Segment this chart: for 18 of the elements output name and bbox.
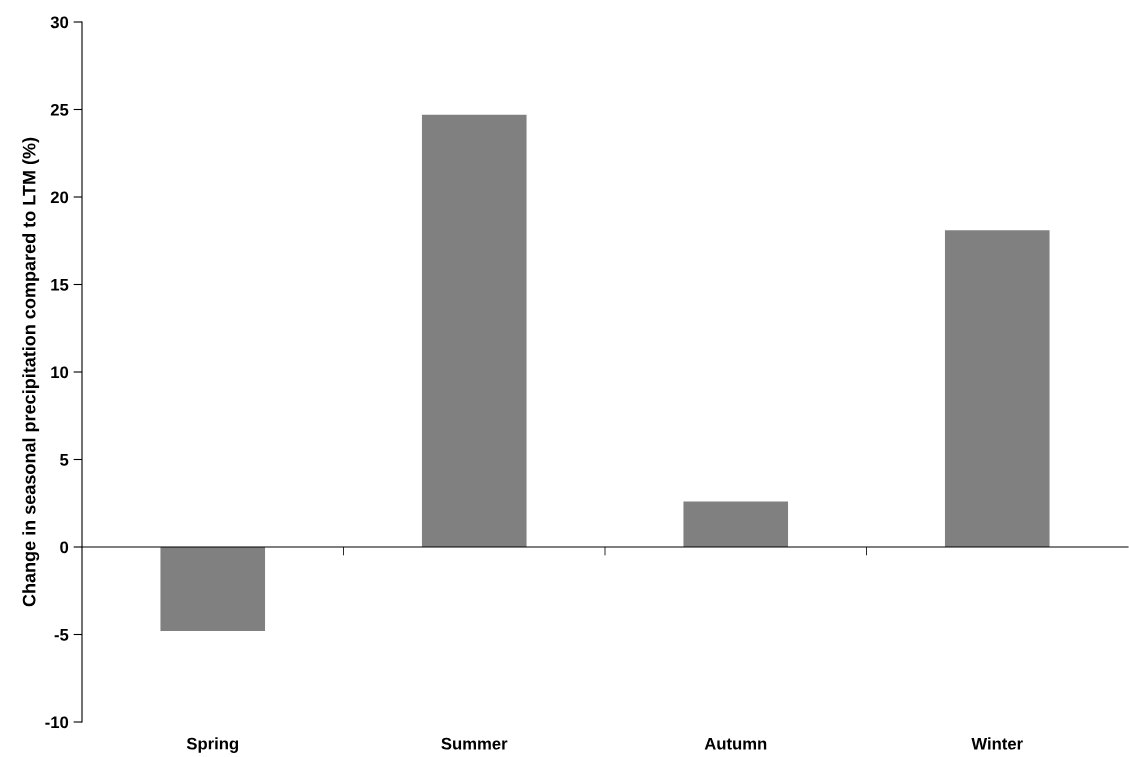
y-tick-label: -5 (54, 629, 69, 641)
x-tick-label: Summer (441, 737, 508, 750)
x-tick-label: Spring (186, 737, 239, 753)
y-tick-label: 20 (50, 191, 69, 204)
bar (421, 114, 527, 547)
y-tick-label: 0 (60, 541, 69, 554)
bar (160, 547, 266, 631)
bar (683, 501, 789, 547)
y-tick-label: 25 (50, 103, 69, 116)
x-tick-label: Autumn (704, 737, 767, 750)
y-tick-label: 10 (51, 366, 69, 379)
y-tick-label: 15 (51, 279, 69, 291)
y-tick-label: 5 (60, 454, 69, 466)
bar (944, 230, 1050, 547)
y-axis-title: Change in seasonal precipitation compared to LTM (%) (22, 137, 40, 607)
x-tick-label: Winter (971, 737, 1023, 750)
y-tick-label: 30 (50, 16, 69, 29)
y-tick-label: -10 (45, 716, 69, 729)
